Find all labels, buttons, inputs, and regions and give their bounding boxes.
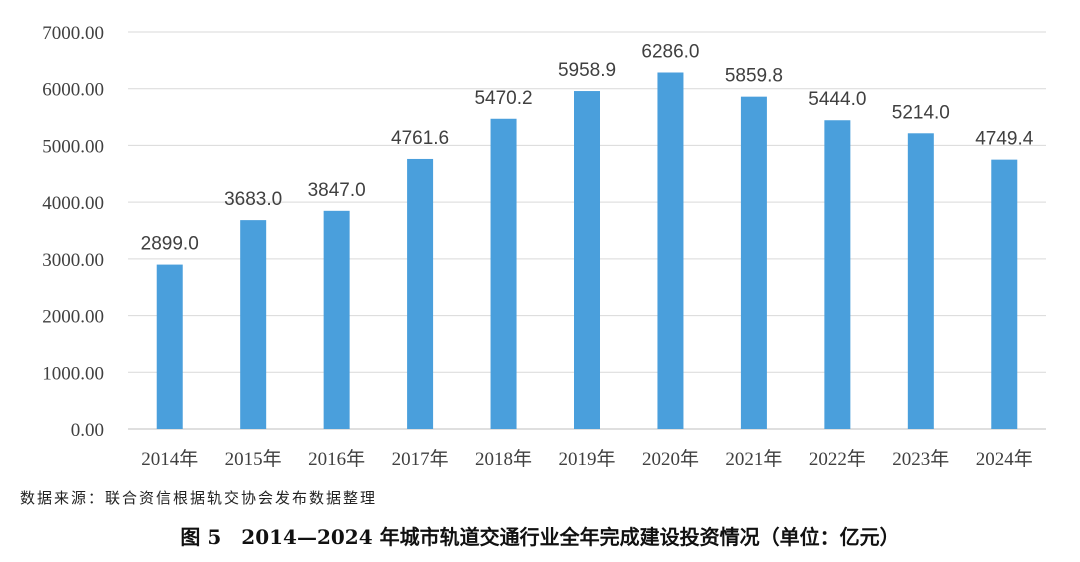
y-tick-label: 2000.00: [42, 307, 104, 328]
data-labels: 2899.0 3683.0 3847.0 4761.6 5470.2 5958.9 6286…: [141, 41, 1034, 254]
x-tick-label: 2018年: [475, 448, 532, 470]
data-label: 5444.0: [808, 89, 866, 110]
y-tick-label: 7000.00: [42, 23, 104, 44]
bar: [323, 210, 350, 429]
bar: [991, 159, 1018, 429]
x-tick-label: 2014年: [141, 448, 198, 470]
data-label: 5958.9: [558, 60, 616, 81]
y-tick-label: 6000.00: [42, 80, 104, 101]
data-label: 3683.0: [224, 189, 282, 210]
source-note: 数据来源：联合资信根据轨交协会发布数据整理: [20, 489, 378, 507]
data-label: 5214.0: [892, 102, 950, 123]
bar: [490, 118, 517, 430]
x-tick-label: 2019年: [558, 448, 615, 470]
bar: [657, 72, 684, 429]
x-tick-label: 2021年: [725, 448, 782, 470]
x-tick-label: 2020年: [642, 448, 699, 470]
y-tick-label: 3000.00: [42, 250, 104, 271]
x-tick-label: 2024年: [976, 448, 1033, 470]
x-axis-ticks: 2014年 2015年 2016年 2017年 2018年 2019年 2020年 2021年…: [141, 448, 1033, 470]
data-label: 4761.6: [391, 128, 449, 149]
bar: [740, 96, 767, 430]
x-tick-label: 2016年: [308, 448, 365, 470]
bar: [824, 120, 851, 429]
y-axis-ticks: 0.00 1000.00 2000.00 3000.00 4000.00 5000.00 6…: [42, 23, 104, 441]
bar: [407, 158, 434, 429]
bar: [907, 133, 934, 429]
bar: [240, 220, 267, 429]
data-label: 5859.8: [725, 66, 783, 87]
data-label: 5470.2: [474, 88, 532, 109]
bar: [574, 91, 600, 430]
figure-caption: 图 5 2014—2024 年城市轨道交通行业全年完成建设投资情况（单位：亿元）: [180, 525, 900, 549]
bar: [156, 264, 183, 429]
x-tick-label: 2022年: [809, 448, 866, 470]
y-tick-label: 1000.00: [42, 363, 104, 384]
x-tick-label: 2023年: [892, 448, 949, 470]
data-label: 4749.4: [975, 129, 1034, 150]
data-label: 2899.0: [141, 234, 199, 255]
bar-chart: 0.00 1000.00 2000.00 3000.00 4000.00 5000.00 6…: [42, 23, 1046, 470]
x-tick-label: 2017年: [392, 448, 449, 470]
y-tick-label: 0.00: [71, 420, 104, 441]
x-tick-label: 2015年: [225, 448, 282, 470]
data-label: 3847.0: [308, 180, 366, 201]
y-tick-label: 4000.00: [42, 193, 104, 214]
data-label: 6286.0: [641, 41, 699, 62]
bars: [156, 72, 1018, 430]
y-tick-label: 5000.00: [42, 136, 104, 157]
